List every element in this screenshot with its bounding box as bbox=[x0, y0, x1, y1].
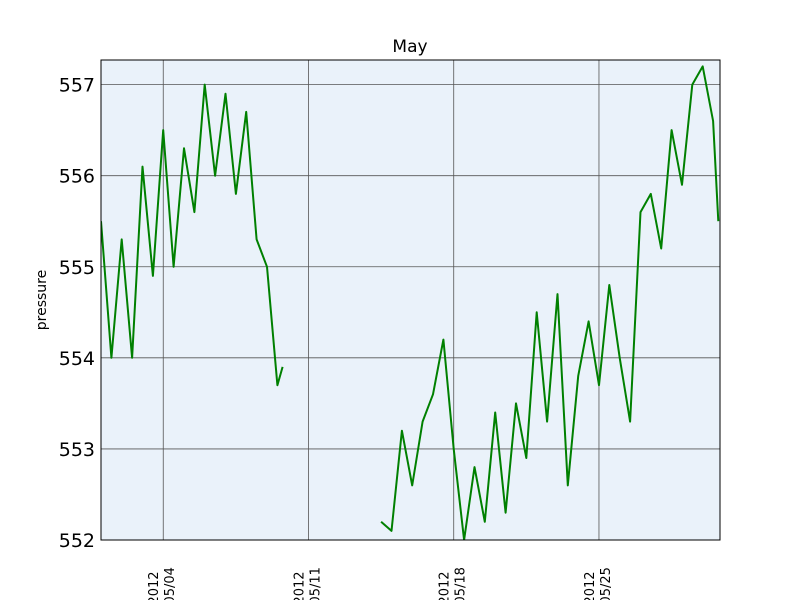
y-axis-label: pressure bbox=[34, 270, 50, 330]
y-tick-label: 552 bbox=[59, 530, 95, 552]
data-line bbox=[101, 65, 720, 540]
plot-frame bbox=[100, 59, 721, 541]
y-tick-label: 556 bbox=[59, 166, 95, 188]
x-tick-label: 2012/05/04 bbox=[147, 567, 178, 600]
plot-background bbox=[101, 60, 720, 540]
y-tick-label: 553 bbox=[59, 439, 95, 461]
chart-title: May bbox=[392, 37, 427, 57]
x-tick-label: 2012/05/11 bbox=[292, 567, 323, 600]
y-tick-label: 555 bbox=[59, 257, 95, 279]
x-tick-label: 2012/05/18 bbox=[438, 567, 469, 600]
y-tick-label: 554 bbox=[59, 348, 95, 370]
y-tick-label: 557 bbox=[59, 75, 95, 97]
x-tick-label: 2012/05/25 bbox=[583, 567, 614, 600]
